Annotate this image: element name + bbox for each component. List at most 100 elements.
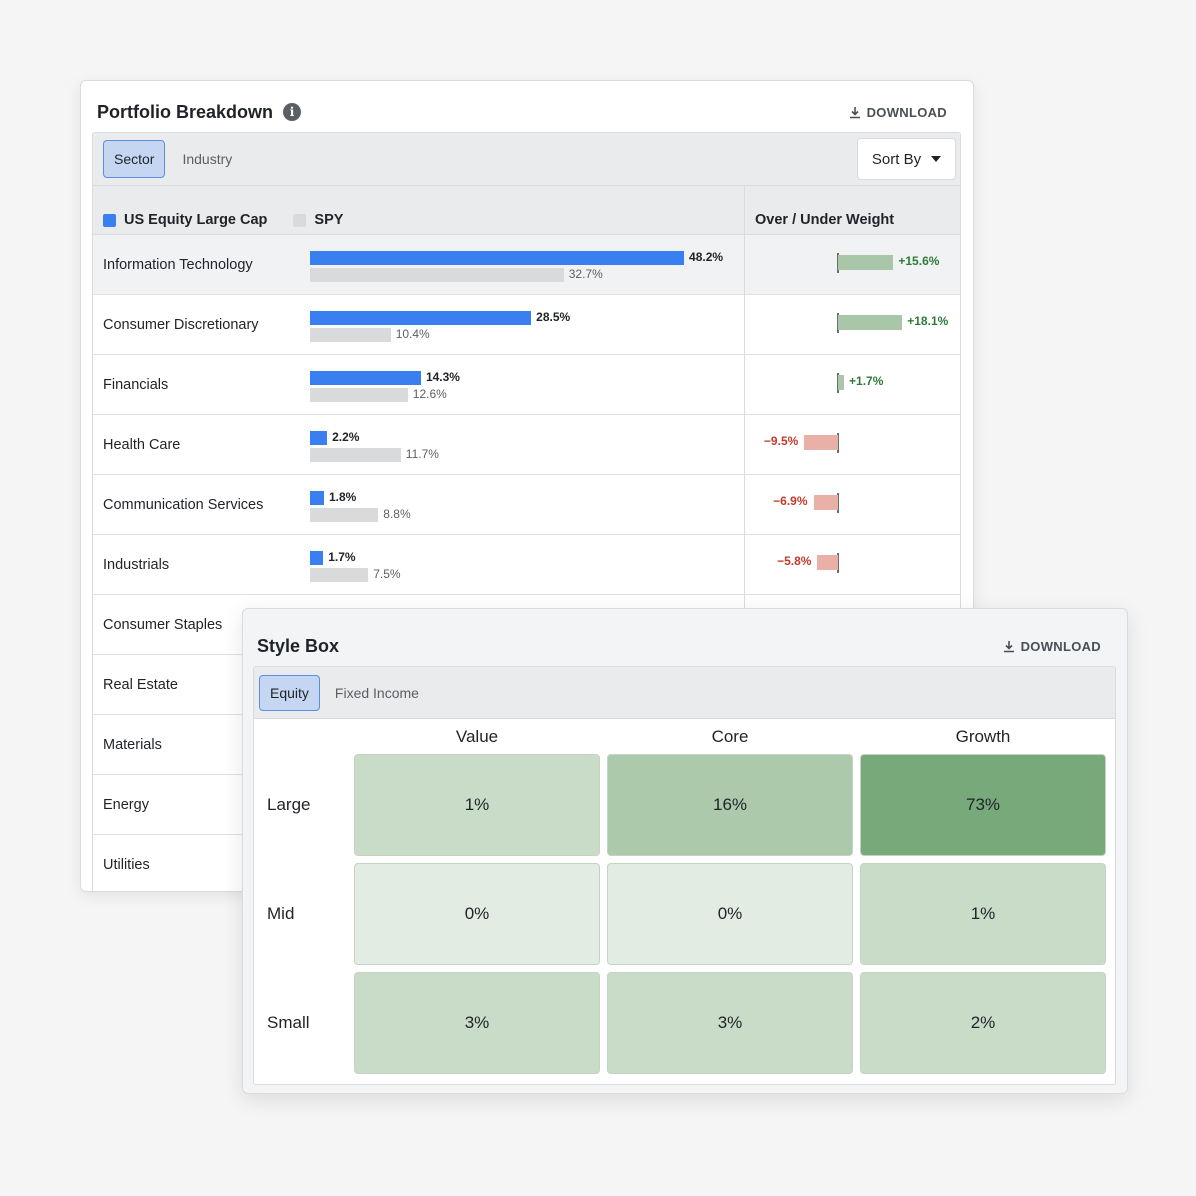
style-column-header-value: Value: [455, 727, 499, 746]
over-under-weight-label: −5.8%: [777, 554, 812, 568]
sector-label: Real Estate: [103, 677, 178, 693]
sector-label: Energy: [103, 797, 149, 813]
portfolio-breakdown-header: Portfolio Breakdown i DOWNLOAD: [97, 99, 947, 125]
style-box-cell[interactable]: 1%: [860, 863, 1106, 965]
sort-by-dropdown[interactable]: Sort By: [857, 138, 956, 180]
legend: US Equity Large Cap SPY: [103, 212, 343, 228]
style-box-title: Style Box: [257, 635, 340, 656]
portfolio-weight-bar: [310, 491, 324, 505]
overweight-bar: [838, 375, 845, 390]
benchmark-weight-bar: [310, 448, 401, 462]
sector-label: Financials: [103, 377, 169, 393]
table-row[interactable]: Information Technology 48.2% 32.7% +15.6%: [93, 235, 960, 295]
weight-bars: 28.5% 10.4%: [310, 310, 730, 342]
benchmark-weight-bar: [310, 388, 408, 402]
portfolio-weight-label: 1.8%: [328, 490, 357, 504]
over-under-weight-cell: −9.5%: [744, 415, 960, 475]
sector-industry-tabs: Sector Industry Sort By: [93, 133, 960, 186]
benchmark-weight-bar: [310, 568, 369, 582]
sector-label: Consumer Discretionary: [103, 317, 259, 333]
over-under-weight-cell: +1.7%: [744, 355, 960, 415]
portfolio-weight-bar: [310, 371, 421, 385]
over-under-weight-header: Over / Under Weight: [744, 186, 960, 234]
style-box-cell[interactable]: 16%: [607, 754, 853, 856]
zero-axis: [837, 553, 839, 573]
portfolio-weight-bar: [310, 551, 324, 565]
sector-label: Materials: [103, 737, 162, 753]
tab-equity[interactable]: Equity: [259, 674, 320, 711]
download-label: DOWNLOAD: [1020, 638, 1101, 654]
style-box-cell[interactable]: 0%: [607, 863, 853, 965]
weight-bars: 1.8% 8.8%: [310, 490, 730, 522]
style-row-header-mid: Mid: [267, 904, 295, 923]
portfolio-weight-label: 14.3%: [425, 370, 460, 384]
tab-sector[interactable]: Sector: [103, 140, 166, 178]
sector-label: Information Technology: [103, 257, 253, 273]
download-label: DOWNLOAD: [866, 104, 947, 120]
style-row-header-large: Large: [267, 795, 311, 814]
legend-row: US Equity Large Cap SPY Over / Under Wei…: [93, 186, 960, 235]
weight-bars: 14.3% 12.6%: [310, 370, 730, 402]
style-column-header-core: Core: [711, 727, 749, 746]
stylebox-download-button[interactable]: DOWNLOAD: [1003, 639, 1101, 654]
equity-fixed-income-tabs: Equity Fixed Income: [254, 667, 1115, 719]
portfolio-weight-label: 28.5%: [536, 310, 571, 324]
sector-label: Industrials: [103, 557, 170, 573]
sector-label: Communication Services: [103, 497, 264, 513]
benchmark-weight-label: 7.5%: [373, 567, 401, 581]
weight-bars: 48.2% 32.7%: [310, 250, 730, 282]
portfolio-swatch: [103, 213, 116, 227]
sector-label: Consumer Staples: [103, 617, 223, 633]
table-row[interactable]: Communication Services 1.8% 8.8% −6.9%: [93, 475, 960, 535]
portfolio-weight-label: 48.2%: [689, 250, 724, 264]
portfolio-weight-bar: [310, 251, 685, 265]
tab-industry[interactable]: Industry: [182, 151, 233, 167]
benchmark-weight-bar: [310, 508, 379, 522]
zero-axis: [837, 493, 839, 513]
portfolio-download-button[interactable]: DOWNLOAD: [849, 105, 947, 120]
table-row[interactable]: Industrials 1.7% 7.5% −5.8%: [93, 535, 960, 595]
underweight-bar: [817, 555, 838, 570]
benchmark-weight-bar: [310, 328, 391, 342]
table-row[interactable]: Consumer Discretionary 28.5% 10.4% +18.1%: [93, 295, 960, 355]
legend-benchmark-name: SPY: [314, 212, 344, 228]
style-row-header-small: Small: [267, 1013, 310, 1032]
sector-label: Utilities: [103, 857, 150, 873]
style-box-cell[interactable]: 2%: [860, 972, 1106, 1074]
overweight-bar: [838, 255, 894, 270]
portfolio-weight-bar: [310, 311, 532, 325]
portfolio-weight-label: 1.7%: [328, 550, 356, 564]
style-column-header-growth: Growth: [955, 727, 1011, 746]
sort-by-label: Sort By: [871, 150, 922, 168]
benchmark-swatch: [293, 213, 307, 227]
portfolio-breakdown-title-group: Portfolio Breakdown i: [97, 102, 302, 123]
benchmark-weight-label: 10.4%: [395, 327, 430, 341]
download-icon: [1003, 640, 1014, 652]
style-box-cell[interactable]: 3%: [354, 972, 600, 1074]
download-icon: [849, 106, 860, 118]
portfolio-weight-label: 2.2%: [332, 430, 360, 444]
style-box-cell[interactable]: 3%: [607, 972, 853, 1074]
over-under-weight-label: +1.7%: [849, 374, 884, 388]
style-box-cell[interactable]: 0%: [354, 863, 600, 965]
benchmark-weight-label: 11.7%: [405, 447, 439, 461]
sector-label: Health Care: [103, 437, 181, 453]
style-box-card: Style Box DOWNLOAD Equity Fixed Income V…: [242, 608, 1128, 1094]
weight-bars: 1.7% 7.5%: [310, 550, 730, 582]
over-under-weight-label: +18.1%: [907, 314, 949, 328]
style-box-cell[interactable]: 1%: [354, 754, 600, 856]
caret-down-icon: [931, 156, 942, 162]
underweight-bar: [813, 495, 838, 510]
style-box-panel: Equity Fixed Income Value Core Growth Large…: [253, 666, 1116, 1085]
table-row[interactable]: Health Care 2.2% 11.7% −9.5%: [93, 415, 960, 475]
legend-portfolio-name: US Equity Large Cap: [124, 212, 268, 228]
table-row[interactable]: Financials 14.3% 12.6% +1.7%: [93, 355, 960, 415]
benchmark-weight-label: 8.8%: [383, 507, 411, 521]
info-icon[interactable]: i: [283, 103, 302, 121]
style-box-cell[interactable]: 73%: [860, 754, 1106, 856]
weight-bars: 2.2% 11.7%: [310, 430, 730, 462]
over-under-weight-label: −6.9%: [773, 494, 808, 508]
benchmark-weight-bar: [310, 268, 564, 282]
benchmark-weight-label: 32.7%: [568, 267, 603, 281]
tab-fixed-income[interactable]: Fixed Income: [334, 684, 419, 701]
